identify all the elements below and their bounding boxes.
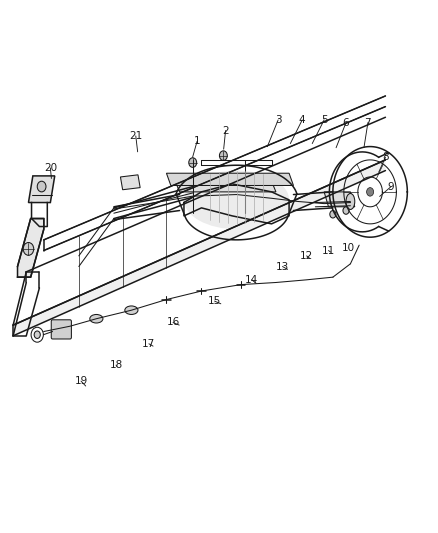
Text: 17: 17 — [142, 339, 155, 349]
Text: 10: 10 — [342, 243, 355, 253]
Circle shape — [37, 181, 46, 192]
Text: 13: 13 — [276, 262, 289, 271]
Polygon shape — [175, 181, 276, 192]
Text: 1: 1 — [194, 136, 201, 146]
Polygon shape — [166, 173, 293, 185]
Polygon shape — [120, 175, 140, 190]
Text: 14: 14 — [245, 275, 258, 285]
Text: 11: 11 — [322, 246, 335, 255]
Text: 20: 20 — [44, 163, 57, 173]
Text: 12: 12 — [300, 251, 313, 261]
Text: 7: 7 — [364, 118, 371, 127]
Polygon shape — [13, 160, 385, 336]
Polygon shape — [324, 192, 355, 207]
Text: 21: 21 — [129, 131, 142, 141]
Circle shape — [23, 243, 34, 255]
Text: 3: 3 — [275, 115, 282, 125]
Circle shape — [219, 151, 227, 160]
Text: 18: 18 — [110, 360, 123, 370]
FancyBboxPatch shape — [51, 320, 71, 339]
Text: 8: 8 — [382, 152, 389, 162]
Polygon shape — [18, 219, 44, 277]
Circle shape — [189, 158, 197, 167]
Text: 6: 6 — [343, 118, 350, 127]
Text: 4: 4 — [299, 115, 306, 125]
Ellipse shape — [184, 171, 289, 229]
Text: 15: 15 — [208, 296, 221, 306]
Circle shape — [330, 211, 336, 218]
Text: 9: 9 — [388, 182, 395, 191]
Circle shape — [367, 188, 374, 196]
Ellipse shape — [90, 314, 103, 323]
Polygon shape — [28, 176, 55, 203]
Circle shape — [343, 207, 349, 214]
Ellipse shape — [125, 306, 138, 314]
Text: 19: 19 — [74, 376, 88, 386]
Text: 2: 2 — [222, 126, 229, 135]
Ellipse shape — [346, 193, 355, 209]
Circle shape — [34, 331, 40, 338]
Text: 5: 5 — [321, 115, 328, 125]
Text: 16: 16 — [166, 318, 180, 327]
